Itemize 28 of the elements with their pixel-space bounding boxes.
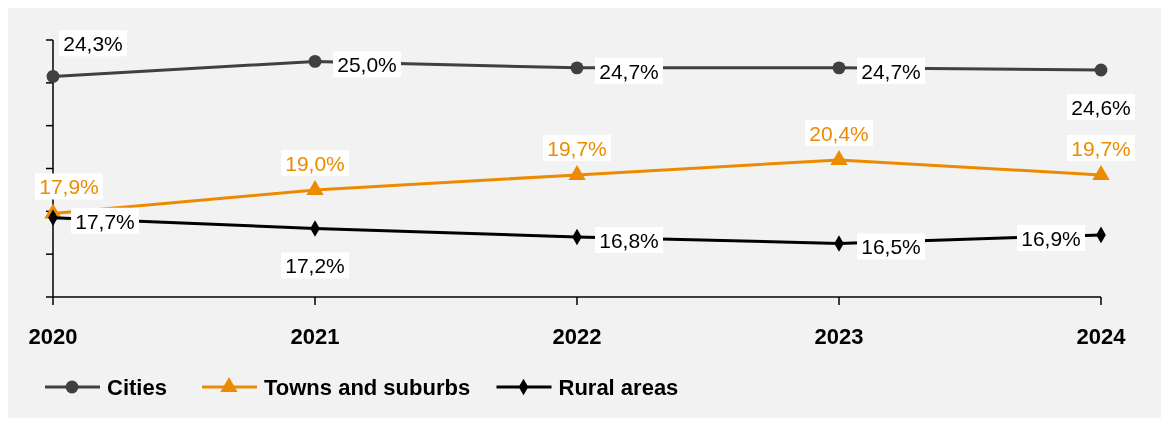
data-label: 17,9% (39, 175, 99, 199)
legend-label: Cities (107, 375, 167, 400)
data-label: 25,0% (337, 53, 397, 77)
data-label: 17,7% (75, 209, 135, 233)
point (308, 55, 322, 68)
data-label: 16,9% (1021, 226, 1081, 250)
data-label: 24,7% (861, 59, 921, 83)
point (46, 69, 60, 83)
data-label: 16,5% (861, 235, 921, 259)
data-label: 20,4% (809, 121, 869, 145)
point (832, 61, 846, 75)
x-tick-label: 2022 (552, 324, 602, 349)
data-label: 19,7% (547, 136, 607, 160)
data-label: 17,2% (285, 254, 345, 278)
legend-label: Towns and suburbs (264, 375, 471, 400)
x-tick-label: 2024 (1076, 324, 1127, 349)
point (1094, 63, 1108, 77)
data-label: 19,7% (1071, 136, 1131, 160)
data-label: 24,3% (63, 32, 123, 56)
x-tick-label: 2023 (814, 324, 864, 349)
legend-label: Rural areas (558, 375, 679, 400)
data-label: 19,0% (285, 151, 345, 175)
data-label: 16,8% (599, 229, 659, 253)
data-label: 24,6% (1071, 95, 1131, 119)
x-tick-label: 2021 (290, 324, 340, 349)
data-label: 24,7% (599, 59, 659, 83)
point (570, 61, 584, 75)
x-tick-label: 2020 (28, 324, 78, 349)
